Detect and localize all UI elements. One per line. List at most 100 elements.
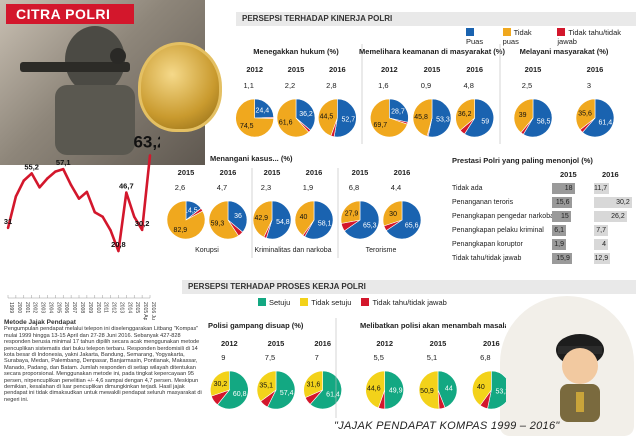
- slice-tidak-setuju-label: 31,6: [307, 381, 321, 388]
- menangani-title: Menangani kasus... (%): [210, 154, 293, 163]
- pie-year: 2012: [381, 65, 398, 74]
- kinerja-pie-charts: Menegakkan hukum (%) 2012 1,1 24,4 74,5 2015 2…: [166, 44, 615, 258]
- prestasi-bar-2015: 15,6: [552, 197, 572, 208]
- proses-legend: Setuju Tidak setuju Tidak tahu/tidak jaw…: [258, 298, 447, 307]
- pie-year: 2016: [394, 168, 411, 177]
- slice-puas-label: 14,5: [184, 208, 198, 215]
- prestasi-bar-2015: 15: [552, 211, 571, 222]
- prestasi-title: Prestasi Polri yang paling menonjol (%): [452, 156, 593, 165]
- point-label: 57,1: [56, 158, 71, 167]
- pie-year: 2016: [314, 339, 331, 348]
- slice-puas: [389, 98, 409, 123]
- citra-point: [125, 191, 128, 194]
- pie-group-title: Melayani masyarakat (%): [520, 47, 609, 56]
- prestasi-bar-2015: 1,9: [552, 239, 566, 250]
- pie-tidak-tahu-value: 4,4: [391, 183, 401, 192]
- legend-setuju: Setuju: [258, 298, 290, 307]
- slice-puas-label: 59: [481, 119, 489, 126]
- pie-year: 2016: [587, 65, 604, 74]
- prestasi-bar-2016: 4: [594, 239, 608, 250]
- slice-tidak-setuju-label: 50,9: [420, 388, 434, 395]
- pie-tidak-tahu-value: 1,6: [378, 81, 388, 90]
- prestasi-bar-2016: 7,7: [594, 225, 608, 236]
- slice-puas-label: 52,7: [342, 116, 356, 123]
- kinerja-legend: Puas Tidak puas Tidak tahu/tidak jawab: [466, 28, 638, 46]
- pie-tidak-tahu-value: 1,1: [243, 81, 253, 90]
- pie-tidak-tahu-value: 2,8: [326, 81, 336, 90]
- section-proses-header: PERSEPSI TERHADAP PROSES KERJA POLRI: [182, 280, 636, 294]
- citra-point: [140, 228, 144, 232]
- slice-tidak-puas: [412, 98, 433, 137]
- citra-point: [22, 179, 25, 182]
- citra-point: [30, 172, 33, 175]
- pie-year: 2015: [264, 168, 281, 177]
- slice-puas: [265, 200, 292, 240]
- slice-tidak-puas-label: 59,3: [211, 221, 225, 228]
- slice-puas: [582, 98, 615, 138]
- legend-puas: Puas: [466, 28, 493, 46]
- citra-point: [77, 197, 81, 200]
- x-tick-label: 2013: [118, 302, 124, 313]
- slice-puas-label: 65,6: [405, 223, 419, 230]
- pie-year: 2015: [288, 65, 305, 74]
- slice-tidak-puas: [513, 98, 534, 134]
- police-mascot-icon: [556, 334, 604, 422]
- pie-tidak-tahu-value: 2,5: [522, 81, 532, 90]
- pie-tidak-tahu-value: 4,8: [463, 81, 473, 90]
- section-kinerja-header: PERSEPSI TERHADAP KINERJA POLRI: [236, 12, 636, 26]
- prestasi-row-label: Penangkapan pelaku kriminal: [452, 227, 544, 234]
- prestasi-bar-2016: 30,2: [594, 197, 632, 208]
- x-tick-label: 2006: [63, 302, 69, 313]
- pie-tidak-tahu-value: 7,5: [265, 353, 275, 362]
- prestasi-row-label: Penanganan teroris: [452, 199, 514, 206]
- citra-point: [109, 229, 112, 232]
- pie-year: 2016: [483, 339, 500, 348]
- slice-setuju-label: 53,2: [495, 389, 506, 396]
- legend-swatch-tidak-puas: [502, 28, 511, 36]
- prestasi-row-label: Tidak tahu/tidak jawab: [452, 255, 522, 262]
- slice-tidak-puas-label: 35,6: [578, 111, 592, 118]
- citra-point: [14, 195, 18, 198]
- legend-swatch-setuju: [258, 298, 266, 306]
- legend-tidak-tahu: Tidak tahu/tidak jawab: [557, 28, 622, 46]
- slice-tidak-puas: [235, 98, 274, 138]
- slice-puas-label: 61,4: [599, 119, 613, 126]
- slice-puas-label: 36: [234, 213, 242, 220]
- x-tick-label: 2014: [126, 302, 132, 313]
- citra-point: [38, 186, 41, 189]
- legend-swatch-tidak-tahu-2: [361, 298, 370, 306]
- slice-tidak-puas-label: 74,5: [240, 123, 254, 130]
- x-tick-label: 2005: [55, 302, 61, 313]
- pie-tidak-tahu-value: 2,2: [285, 81, 295, 90]
- pie-tidak-tahu-value: 6,8: [349, 183, 359, 192]
- prestasi-bar-2015: 18: [552, 183, 575, 194]
- slice-tidak-setuju-label: 35,1: [259, 383, 273, 390]
- point-label: 30,2: [135, 219, 150, 228]
- method-title: Metode Jajak Pendapat: [4, 319, 76, 326]
- prestasi-row: Tidak ada 18 11,7: [452, 182, 632, 195]
- slice-tidak-setuju-label: 30,2: [214, 381, 228, 388]
- pie-group-title: Menegakkan hukum (%): [253, 47, 339, 56]
- case-category-label: Terorisme: [366, 247, 397, 254]
- pie-tidak-tahu-value: 1,9: [303, 183, 313, 192]
- x-tick-label: 2015 April: [142, 302, 148, 320]
- slice-puas: [344, 200, 380, 240]
- pie-group-title: Melibatkan polisi akan menambah masalah …: [360, 321, 506, 330]
- prestasi-row: Penanganan teroris 15,6 30,2: [452, 196, 632, 209]
- pie-year: 2012: [246, 65, 263, 74]
- pie-tidak-tahu-value: 2,3: [261, 183, 271, 192]
- prestasi-table: Prestasi Polri yang paling menonjol (%) …: [452, 156, 638, 276]
- x-tick-label: 2008: [79, 302, 85, 313]
- x-tick-label: 2012: [111, 302, 117, 313]
- citra-point: [69, 183, 73, 187]
- slice-puas-label: 58,1: [318, 220, 332, 227]
- citra-point: [148, 154, 152, 157]
- slice-setuju: [487, 370, 506, 410]
- slice-setuju: [437, 370, 458, 409]
- point-label: 55,2: [24, 162, 39, 171]
- legend-tidak-setuju: Tidak setuju: [300, 298, 351, 307]
- pie-year: 2015: [430, 339, 447, 348]
- legend-tidak-puas: Tidak puas: [502, 28, 532, 46]
- section-kinerja-title: PERSEPSI TERHADAP KINERJA POLRI: [242, 14, 393, 23]
- x-tick-label: 1999: [8, 302, 14, 313]
